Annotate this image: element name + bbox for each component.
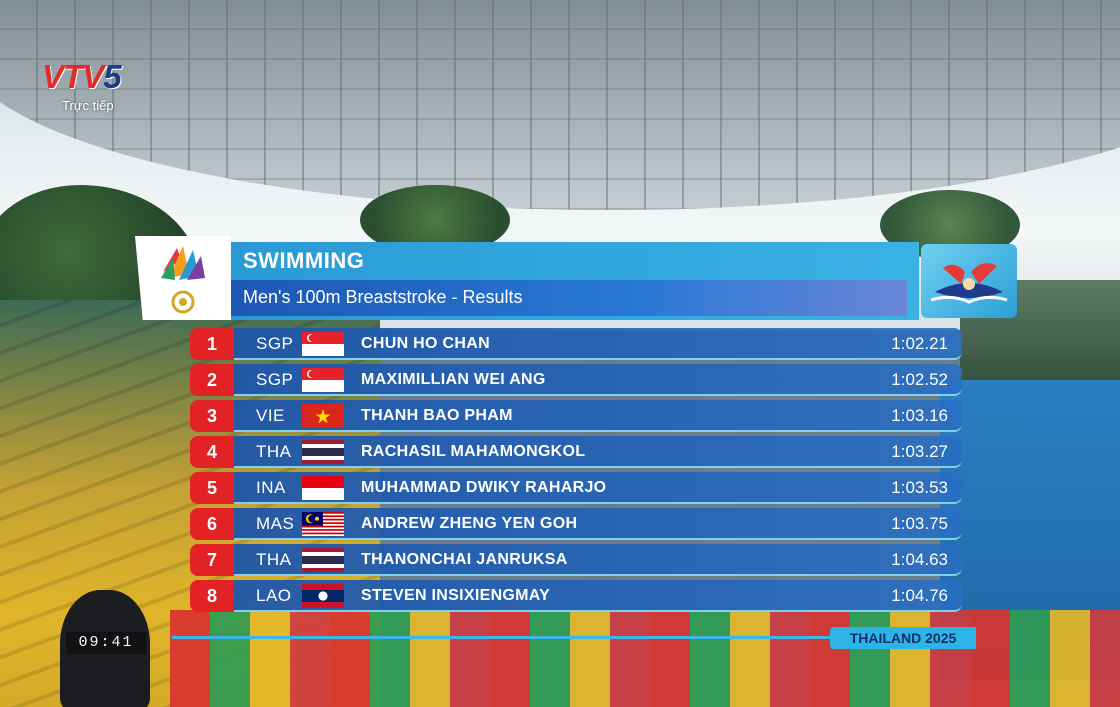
country-code: SGP [256,370,294,389]
singapore-flag-icon [302,332,344,356]
rank-badge: 4 [190,436,234,468]
result-bar: THA RACHASIL MAHAMONGKOL 1:03.27 [234,436,962,468]
games-emblem-icon [135,236,231,320]
race-time: 1:04.76 [891,586,948,605]
thailand-flag-icon [302,440,344,464]
race-time: 1:03.27 [891,442,948,461]
channel-logo: VTV5 [42,58,146,98]
result-row: 4 THA RACHASIL MAHAMONGKOL 1:03.27 [190,436,964,468]
race-time: 1:02.52 [891,370,948,389]
athlete-name: MAXIMILLIAN WEI ANG [361,371,546,388]
live-label: Trực tiếp [62,98,114,113]
broadcast-clock: 09:41 [66,632,146,654]
athlete-name: MUHAMMAD DWIKY RAHARJO [361,479,607,496]
rank-badge: 6 [190,508,234,540]
mascot-graphic [930,263,1008,304]
indonesia-flag-icon [302,476,344,500]
country-code: MAS [256,514,295,533]
games-emblem-graphic [161,246,205,314]
country-code: THA [256,550,292,569]
host-tag: THAILAND 2025 [830,627,976,649]
athlete-name: STEVEN INSIXIENGMAY [361,587,551,604]
race-time: 1:02.21 [891,334,948,353]
malaysia-flag-icon [302,512,344,536]
result-bar: LAO STEVEN INSIXIENGMAY 1:04.76 [234,580,962,612]
country-code: LAO [256,586,292,605]
result-row: 8 LAO STEVEN INSIXIENGMAY 1:04.76 [190,580,964,612]
result-row: 6 MAS ANDREW ZHENG YEN GOH 1:03.75 [190,508,964,540]
result-row: 7 THA THANONCHAI JANRUKSA 1:04.63 [190,544,964,576]
channel-logo-text: VTV5 [42,58,122,95]
singapore-flag-icon [302,368,344,392]
spectator-seats [170,610,1120,707]
sport-title: SWIMMING [243,248,365,273]
rank-badge: 5 [190,472,234,504]
laos-flag-icon [302,584,344,608]
result-bar: SGP MAXIMILLIAN WEI ANG 1:02.52 [234,364,962,396]
result-row: 2 SGP MAXIMILLIAN WEI ANG 1:02.52 [190,364,964,396]
race-time: 1:03.16 [891,406,948,425]
result-bar: MAS ANDREW ZHENG YEN GOH 1:03.75 [234,508,962,540]
athlete-name: RACHASIL MAHAMONGKOL [361,443,586,460]
country-code: SGP [256,334,294,353]
rank-badge: 7 [190,544,234,576]
race-time: 1:03.53 [891,478,948,497]
rank-badge: 3 [190,400,234,432]
result-row: 3 VIE THANH BAO PHAM 1:03.16 [190,400,964,432]
race-time: 1:04.63 [891,550,948,569]
spectator [60,590,150,707]
result-bar: THA THANONCHAI JANRUKSA 1:04.63 [234,544,962,576]
race-time: 1:03.75 [891,514,948,533]
rank-badge: 1 [190,328,234,360]
event-bar: Men's 100m Breaststroke - Results [231,280,907,316]
swimming-mascot-icon [921,244,1017,318]
country-code: THA [256,442,292,461]
athlete-name: THANONCHAI JANRUKSA [361,551,568,568]
results-header: SWIMMING Men's 100m Breaststroke - Resul… [231,242,919,320]
vietnam-flag-icon [302,404,344,428]
event-title: Men's 100m Breaststroke - Results [243,287,523,307]
result-bar: SGP CHUN HO CHAN 1:02.21 [234,328,962,360]
result-row: 5 INA MUHAMMAD DWIKY RAHARJO 1:03.53 [190,472,964,504]
country-code: INA [256,478,286,497]
result-bar: VIE THANH BAO PHAM 1:03.16 [234,400,962,432]
footer-divider [172,636,832,639]
result-row: 1 SGP CHUN HO CHAN 1:02.21 [190,328,964,360]
result-bar: INA MUHAMMAD DWIKY RAHARJO 1:03.53 [234,472,962,504]
rank-badge: 2 [190,364,234,396]
athlete-name: THANH BAO PHAM [361,407,513,424]
athlete-name: ANDREW ZHENG YEN GOH [361,515,578,532]
country-code: VIE [256,406,285,425]
athlete-name: CHUN HO CHAN [361,335,490,352]
thailand-flag-icon [302,548,344,572]
rank-badge: 8 [190,580,234,612]
